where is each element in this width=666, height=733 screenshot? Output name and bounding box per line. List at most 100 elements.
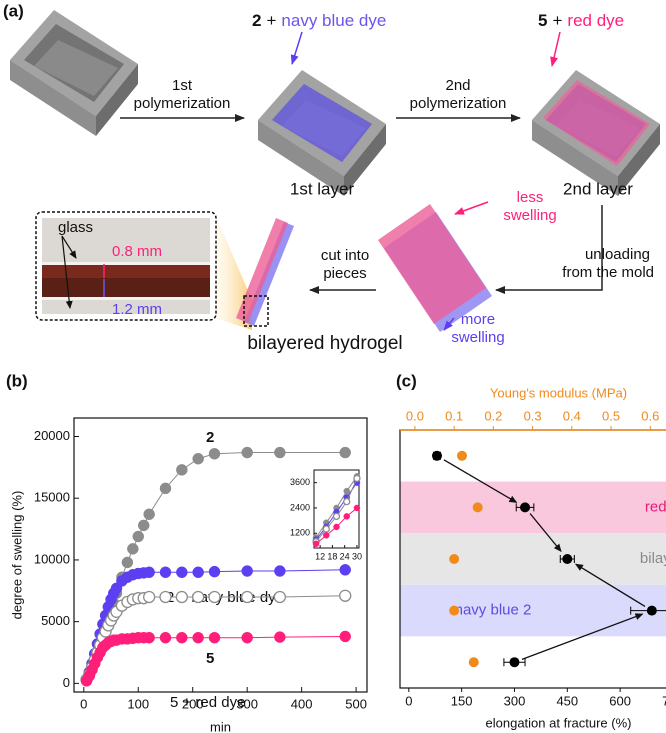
- data-point: [121, 556, 134, 569]
- x-tick-label: 150: [451, 693, 473, 708]
- x2-tick-label: 0.0: [406, 408, 424, 423]
- layer-pink: [543, 80, 650, 166]
- data-point: [449, 554, 460, 564]
- photo-label: 0.8 mm: [112, 243, 162, 260]
- layer-label: 1st layer: [290, 179, 355, 198]
- x-tick-label: 400: [291, 696, 313, 711]
- data-point: [208, 565, 221, 578]
- y-tick-label: 10000: [34, 551, 70, 566]
- data-point: [192, 452, 204, 465]
- data-point: [143, 590, 156, 604]
- data-point: [343, 513, 350, 520]
- row-band: [400, 584, 666, 637]
- dye-label: 5 + red dye: [538, 11, 624, 30]
- plot-frame: [73, 417, 368, 693]
- zoom-box: [243, 295, 269, 327]
- arrow: [443, 459, 518, 503]
- data-point: [143, 508, 155, 521]
- zoom-cone: [215, 214, 252, 330]
- x-tick-label: 200: [182, 696, 204, 711]
- x-tick-label: 300: [236, 696, 258, 711]
- data-point: [562, 554, 573, 564]
- slab-pink: [378, 204, 486, 324]
- data-point: [339, 630, 351, 643]
- data-point: [159, 631, 172, 644]
- x-tick-label: 24: [340, 551, 350, 561]
- category-label: bilayer: [640, 550, 666, 567]
- data-point: [353, 504, 361, 512]
- x2-tick-label: 0.1: [445, 408, 463, 423]
- series-label: 5: [206, 650, 214, 667]
- y-axis-title: degree of swelling (%): [9, 491, 24, 620]
- data-point: [192, 590, 205, 604]
- data-point: [143, 566, 155, 579]
- photo-glass-edge: [42, 297, 210, 300]
- data-point: [274, 565, 286, 577]
- annotation: swelling: [451, 329, 504, 346]
- data-point: [192, 631, 204, 644]
- data-point: [339, 564, 351, 576]
- data-point: [343, 497, 351, 506]
- y-tick-label: 20000: [34, 428, 70, 443]
- step-label: pieces: [323, 265, 366, 282]
- data-point: [127, 543, 139, 555]
- dye-number: 5: [538, 11, 547, 30]
- panel-label: (b): [6, 371, 28, 390]
- annotation: swelling: [503, 207, 556, 224]
- category-label: navy blue 2: [455, 602, 532, 619]
- y-tick-label: 0: [63, 675, 70, 690]
- data-point: [241, 631, 253, 644]
- x-tick-label: 0: [80, 696, 87, 711]
- data-point: [273, 590, 287, 604]
- data-point: [449, 605, 460, 616]
- data-point: [509, 657, 520, 668]
- dye-label: 2 + navy blue dye: [252, 11, 386, 30]
- data-point: [176, 464, 188, 476]
- data-point: [241, 446, 253, 459]
- data-point: [353, 474, 361, 483]
- x2-axis-title: Young's modulus (MPa): [490, 385, 627, 400]
- panel-label: (a): [3, 1, 24, 20]
- x2-tick-label: 0.4: [563, 408, 581, 423]
- x2-tick-label: 0.3: [524, 408, 542, 423]
- data-point: [208, 590, 221, 604]
- x2-tick-label: 0.6: [641, 408, 659, 423]
- step-label: 1st: [172, 77, 193, 94]
- data-point: [175, 590, 188, 604]
- dye-plus: +: [266, 11, 276, 30]
- annotation: less: [517, 189, 544, 206]
- annotation: more: [461, 311, 495, 328]
- data-point: [323, 532, 330, 539]
- dye-plus: +: [552, 11, 562, 30]
- data-point: [333, 523, 340, 531]
- y-tick-label: 3600: [290, 477, 310, 487]
- x-tick-label: 30: [352, 551, 362, 561]
- y-tick-label: 2400: [290, 502, 310, 512]
- data-point: [339, 589, 352, 602]
- data-point: [159, 482, 172, 495]
- photo-label: 1.2 mm: [112, 301, 162, 318]
- data-point: [176, 566, 188, 579]
- photo-layer: [42, 278, 210, 297]
- x-tick-label: 500: [345, 696, 367, 711]
- arrow: [443, 317, 455, 331]
- x-tick-label: 0: [405, 693, 412, 708]
- arrow: [550, 31, 561, 67]
- x-tick-label: 450: [556, 693, 578, 708]
- arrow: [529, 513, 562, 553]
- arrow: [61, 235, 73, 309]
- arrow: [454, 201, 489, 215]
- x-tick-label: 300: [504, 693, 526, 708]
- data-point: [274, 631, 286, 643]
- dye-name: red dye: [567, 11, 624, 30]
- product-label: bilayered hydrogel: [247, 333, 402, 354]
- step-label: unloading: [585, 246, 650, 263]
- data-point: [431, 450, 442, 461]
- step-label: polymerization: [410, 95, 507, 112]
- step-label: from the mold: [562, 264, 654, 281]
- data-point: [208, 631, 221, 644]
- step-label: 2nd: [445, 77, 470, 94]
- arrow: [495, 205, 603, 294]
- data-point: [176, 631, 188, 644]
